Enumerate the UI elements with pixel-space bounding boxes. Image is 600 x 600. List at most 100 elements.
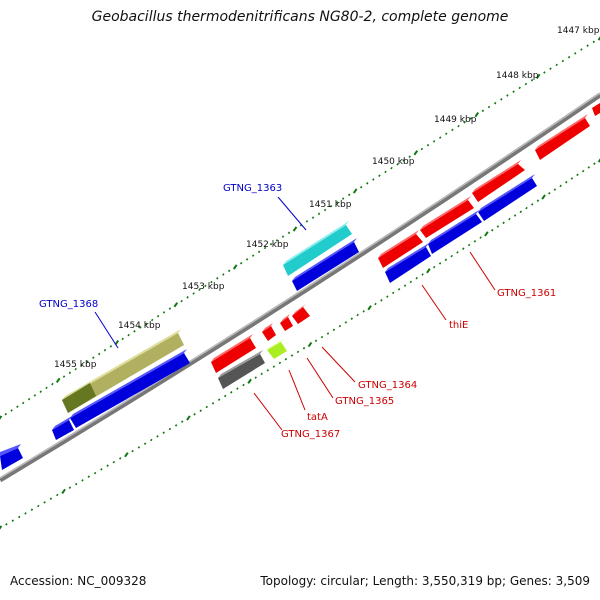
inner-tick-69 (421, 273, 424, 276)
inner-tick-54 (332, 328, 336, 332)
gene-label-tata: tatA (307, 412, 328, 423)
inner-tick-8 (49, 497, 53, 500)
outer-tick-5 (27, 397, 31, 401)
gene-forward-2[interactable] (592, 103, 600, 116)
gene-forward-small-2[interactable] (280, 314, 293, 331)
outer-tick-6 (33, 394, 37, 397)
inner-scale-ticks (0, 157, 600, 531)
gene-tata[interactable] (267, 339, 287, 359)
outer-tick-89 (530, 78, 534, 82)
gene-gtng-1367[interactable] (218, 350, 265, 389)
outer-tick-30 (173, 302, 179, 308)
kbp-label-1449: 1449 kbp (434, 115, 477, 125)
gene-label-thie: thiE (449, 320, 468, 331)
inner-tick-76 (462, 247, 465, 250)
inner-tick-37 (230, 391, 233, 394)
outer-tick-49 (287, 231, 291, 235)
kbp-label-1447: 1447 kbp (557, 26, 600, 36)
kbp-label-1455: 1455 kbp (54, 360, 97, 370)
outer-tick-50 (292, 226, 298, 232)
inner-tick-98 (587, 166, 591, 169)
inner-tick-3 (17, 515, 21, 519)
gene-reverse-6[interactable] (52, 416, 74, 440)
gene-forward-small-3[interactable] (262, 323, 276, 341)
outer-tick-80 (474, 111, 480, 118)
outer-tick-34 (198, 288, 201, 291)
inner-tick-77 (467, 243, 471, 247)
gene-reverse-2[interactable] (428, 210, 482, 254)
gene-forward-6[interactable] (211, 334, 256, 373)
inner-tick-50 (307, 341, 313, 348)
inner-tick-15 (93, 471, 97, 475)
gene-forward-small-1[interactable] (292, 304, 310, 324)
inner-tick-89 (536, 199, 540, 202)
inner-tick-66 (403, 284, 407, 287)
gene-forward-1[interactable] (535, 114, 590, 160)
gene-reverse-3[interactable] (385, 243, 431, 283)
outer-tick-58 (341, 197, 345, 200)
inner-tick-51 (314, 339, 318, 343)
gene-gtng-1368[interactable] (62, 329, 184, 413)
kbp-label-1451: 1451 kbp (309, 200, 352, 210)
gene-label-gtng-1367: GTNG_1367 (281, 429, 340, 440)
outer-tick-33 (192, 292, 195, 295)
inner-tick-55 (338, 324, 342, 328)
outer-tick-70 (413, 150, 419, 156)
inner-tick-40 (247, 378, 252, 384)
inner-tick-74 (450, 254, 453, 258)
outer-tick-55 (323, 208, 327, 212)
inner-tick-72 (438, 262, 442, 265)
inner-tick-52 (320, 335, 324, 339)
inner-tick-39 (242, 383, 245, 387)
outer-tick-66 (390, 166, 393, 170)
inner-tick-36 (223, 394, 227, 398)
gene-gtng-1363[interactable] (283, 221, 352, 276)
map-title: Geobacillus thermodenitrificans NG80-2, … (91, 9, 509, 25)
gene-reverse-4[interactable] (292, 238, 359, 291)
inner-tick-64 (391, 291, 395, 295)
gene-label-gtng-1363: GTNG_1363 (223, 183, 282, 194)
inner-tick-71 (432, 265, 436, 269)
kbp-label-1454: 1454 kbp (118, 321, 161, 331)
outer-tick-73 (432, 140, 436, 143)
inner-tick-22 (137, 446, 141, 449)
outer-tick-74 (438, 136, 442, 139)
gene-reverse-1[interactable] (478, 174, 537, 221)
inner-tick-58 (356, 313, 359, 317)
outer-tick-91 (543, 71, 546, 74)
gene-reverse-7[interactable] (0, 444, 23, 470)
gene-reverse-5[interactable] (70, 349, 190, 428)
gene-label-gtng-1368: GTNG_1368 (39, 299, 98, 310)
outer-tick-25 (144, 322, 148, 326)
outer-tick-28 (162, 311, 166, 314)
inner-tick-9 (56, 493, 59, 497)
inner-tick-43 (266, 369, 270, 372)
gene-forward-3[interactable] (472, 160, 525, 202)
outer-tick-82 (487, 105, 491, 109)
outer-tick-24 (139, 326, 142, 329)
inner-tick-53 (326, 332, 330, 335)
gene-forward-4[interactable] (420, 196, 474, 238)
outer-tick-7 (39, 390, 42, 393)
outer-tick-41 (239, 261, 243, 265)
outer-tick-4 (21, 401, 25, 405)
outer-tick-21 (121, 337, 124, 341)
inner-tick-0 (0, 525, 3, 531)
inner-tick-86 (519, 210, 523, 214)
outer-tick-85 (506, 94, 509, 97)
outer-tick-86 (512, 90, 515, 93)
outer-tick-3 (16, 405, 19, 408)
inner-tick-79 (479, 236, 482, 239)
outer-tick-54 (317, 212, 321, 216)
inner-tick-21 (131, 449, 134, 453)
kbp-labels: 1447 kbp 1448 kbp 1449 kbp 1450 kbp 1451… (54, 26, 600, 370)
kbp-label-1450: 1450 kbp (372, 157, 415, 167)
inner-tick-12 (74, 482, 78, 486)
outer-tick-76 (451, 128, 454, 132)
outer-tick-0 (0, 415, 3, 421)
gene-forward-5[interactable] (378, 230, 423, 268)
genome-backbone (0, 92, 600, 483)
kbp-label-1453: 1453 kbp (182, 282, 225, 292)
inner-tick-38 (236, 387, 239, 390)
inner-tick-14 (87, 475, 91, 478)
